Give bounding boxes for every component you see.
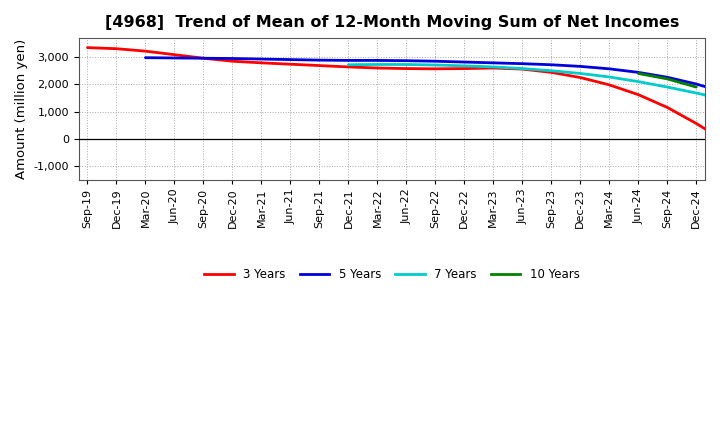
3 Years [257,60,266,66]
7 Years [431,62,440,68]
3 Years [460,66,469,71]
3 Years [373,66,382,71]
7 Years [634,79,643,84]
Line: 3 Years: 3 Years [87,48,720,171]
5 Years [431,59,440,64]
5 Years [634,70,643,75]
3 Years [489,66,498,71]
7 Years [489,64,498,70]
3 Years [605,82,613,88]
Title: [4968]  Trend of Mean of 12-Month Moving Sum of Net Incomes: [4968] Trend of Mean of 12-Month Moving … [104,15,679,30]
3 Years [112,46,121,51]
Line: 10 Years: 10 Years [639,73,696,87]
5 Years [547,62,556,67]
3 Years [692,121,701,126]
7 Years [605,74,613,80]
3 Years [199,55,208,61]
5 Years [489,60,498,66]
10 Years [692,84,701,90]
3 Years [518,66,526,72]
7 Years [663,84,672,90]
3 Years [402,66,410,71]
5 Years [692,81,701,87]
7 Years [344,62,353,67]
3 Years [228,59,237,64]
3 Years [315,63,324,68]
5 Years [576,64,585,69]
3 Years [170,52,179,57]
5 Years [286,57,294,62]
3 Years [83,45,91,50]
10 Years [663,76,672,81]
5 Years [605,66,613,71]
3 Years [547,70,556,75]
3 Years [576,75,585,80]
Line: 7 Years: 7 Years [348,65,720,111]
5 Years [402,58,410,63]
5 Years [170,55,179,61]
5 Years [663,75,672,80]
7 Years [547,68,556,73]
Legend: 3 Years, 5 Years, 7 Years, 10 Years: 3 Years, 5 Years, 7 Years, 10 Years [199,263,585,286]
3 Years [431,66,440,71]
3 Years [634,92,643,97]
10 Years [634,71,643,76]
5 Years [228,56,237,61]
3 Years [141,48,150,54]
5 Years [257,56,266,62]
5 Years [518,61,526,66]
5 Years [199,55,208,61]
5 Years [141,55,150,60]
7 Years [373,62,382,67]
7 Years [460,63,469,69]
3 Years [344,64,353,70]
5 Years [460,59,469,65]
5 Years [315,58,324,63]
3 Years [663,105,672,110]
7 Years [576,71,585,76]
7 Years [692,90,701,95]
7 Years [402,62,410,67]
Y-axis label: Amount (million yen): Amount (million yen) [15,39,28,179]
Line: 5 Years: 5 Years [145,58,720,136]
5 Years [344,58,353,63]
5 Years [373,58,382,63]
7 Years [518,66,526,71]
3 Years [286,62,294,67]
